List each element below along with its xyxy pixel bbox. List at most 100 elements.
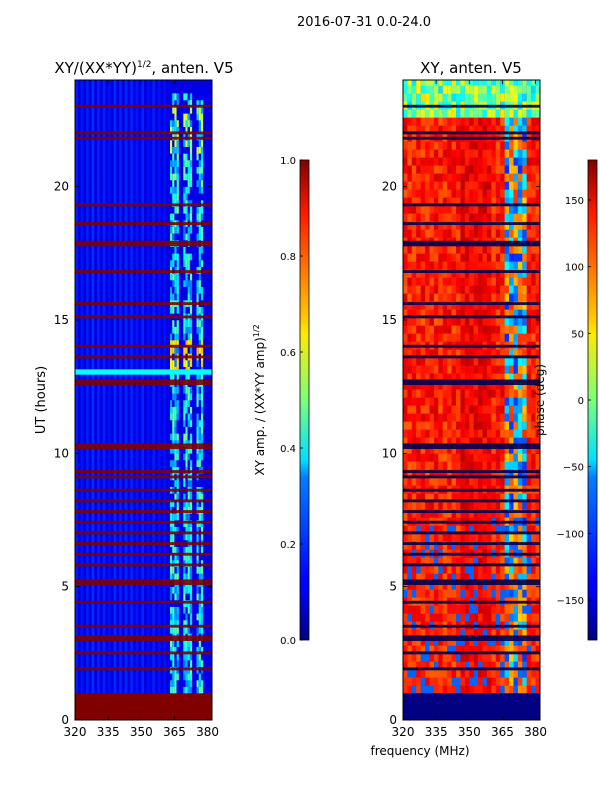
amplitude-cell (172, 213, 175, 221)
phase-cell (456, 653, 461, 662)
amplitude-cell (198, 333, 201, 341)
phase-cell (429, 637, 434, 646)
amplitude-cell (187, 513, 190, 521)
phase-cell (486, 357, 492, 366)
phase-cell (451, 445, 457, 454)
phase-cell (495, 109, 501, 118)
amplitude-cell (200, 420, 204, 427)
phase-cell (517, 181, 523, 190)
phase-cell (517, 213, 523, 222)
phase-cell (456, 453, 461, 462)
phase-cell (482, 637, 487, 646)
amplitude-cell (198, 686, 201, 694)
phase-cell (504, 301, 510, 310)
amplitude-cell (198, 420, 201, 427)
phase-cell (500, 93, 505, 102)
amplitude-cell (170, 293, 173, 301)
phase-cell (403, 349, 408, 358)
amplitude-cell (189, 433, 193, 441)
amplitude-cell (189, 186, 193, 194)
phase-cell (469, 541, 474, 550)
phase-cell (425, 365, 430, 374)
amplitude-cell (198, 246, 201, 254)
phase-cell (517, 453, 523, 462)
phase-cell (509, 365, 514, 374)
phase-cell (495, 501, 501, 510)
phase-cell (425, 429, 430, 438)
amplitude-cell (174, 360, 177, 367)
phase-cell (491, 125, 496, 134)
amplitude-cell (176, 120, 179, 127)
phase-cell (509, 317, 514, 326)
phase-cell (531, 357, 536, 366)
phase-cell (464, 213, 470, 222)
phase-cell (535, 637, 540, 646)
phase-cell (433, 613, 439, 622)
phase-cell (407, 181, 412, 190)
phase-cell (429, 413, 434, 422)
phase-cell (535, 389, 540, 398)
phase-cell (464, 677, 470, 686)
phase-cell (513, 413, 518, 422)
amplitude-cell (189, 480, 193, 487)
phase-cell (420, 581, 426, 590)
amplitude-cell (172, 386, 175, 394)
phase-cell (416, 189, 421, 198)
phase-cell (482, 509, 487, 518)
phase-cell (464, 285, 470, 294)
phase-cell (456, 437, 461, 446)
phase-cell (486, 405, 492, 414)
phase-cell (411, 653, 417, 662)
phase-cell (469, 357, 474, 366)
amplitude-cell (176, 526, 179, 534)
phase-cell (451, 309, 457, 318)
phase-cell (486, 653, 492, 662)
phase-flag-line (403, 270, 540, 273)
phase-cell (464, 581, 470, 590)
amplitude-cell (174, 260, 177, 267)
amplitude-cell (189, 273, 193, 281)
phase-cell (451, 85, 457, 94)
phase-cell (469, 677, 474, 686)
amplitude-cell (198, 186, 201, 194)
phase-cell (403, 629, 408, 638)
phase-cell (447, 629, 452, 638)
phase-cell (500, 125, 505, 134)
phase-cell (438, 421, 443, 430)
phase-cell (464, 629, 470, 638)
phase-cell (456, 269, 461, 278)
phase-cell (478, 309, 483, 318)
phase-cell (491, 301, 496, 310)
phase-cell (460, 333, 465, 342)
phase-cell (522, 677, 527, 686)
amplitude-cell (172, 413, 175, 421)
phase-cell (495, 581, 501, 590)
amplitude-cell (196, 173, 199, 181)
amplitude-cell (200, 613, 204, 621)
amplitude-cell (172, 320, 175, 327)
amplitude-cell (187, 573, 190, 581)
amplitude-cell (174, 433, 177, 441)
phase-cell (403, 661, 408, 670)
phase-cell (411, 477, 417, 486)
phase-cell (473, 557, 479, 566)
amplitude-cell (198, 613, 201, 621)
phase-cell (486, 525, 492, 534)
phase-cell (486, 533, 492, 542)
amplitude-cell (170, 500, 173, 507)
amplitude-ytick-label: 5 (61, 580, 69, 594)
amplitude-cell (185, 293, 188, 301)
amplitude-cell (185, 480, 188, 487)
phase-cell (416, 533, 421, 542)
phase-cell (403, 501, 408, 510)
phase-cell (513, 461, 518, 470)
phase-cell (491, 269, 496, 278)
amplitude-cell (174, 640, 177, 647)
phase-cell (425, 269, 430, 278)
phase-cell (438, 277, 443, 286)
amplitude-cell (185, 153, 188, 161)
phase-cell (509, 581, 514, 590)
phase-cell (509, 125, 514, 134)
phase-cell (411, 197, 417, 206)
amplitude-cell (170, 566, 173, 574)
